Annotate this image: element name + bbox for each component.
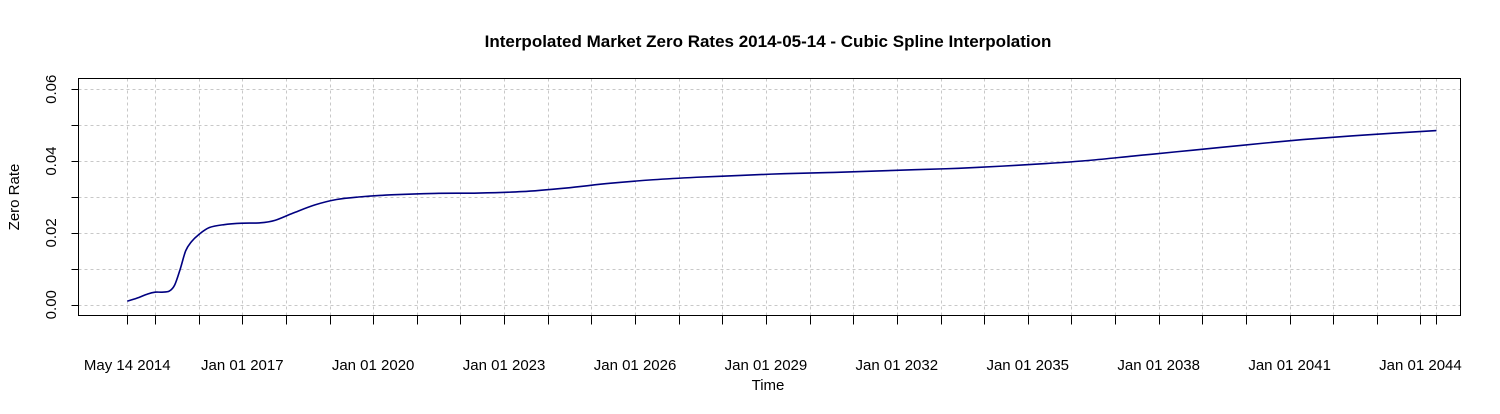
x-tick-label: Jan 01 2035 — [986, 357, 1069, 374]
y-axis: 0.00 0.02 0.04 0.06 — [43, 75, 79, 319]
y-tick-label: 0.06 — [43, 75, 60, 104]
x-tick-label: Jan 01 2020 — [332, 357, 415, 374]
x-tick-label: Jan 01 2026 — [594, 357, 677, 374]
chart-title: Interpolated Market Zero Rates 2014-05-1… — [485, 32, 1052, 51]
x-tick-label: Jan 01 2023 — [463, 357, 546, 374]
zero-rate-series-line — [127, 129, 1437, 302]
x-tick-label: Jan 01 2044 — [1379, 357, 1462, 374]
gridlines — [78, 78, 1461, 316]
y-tick-label: 0.00 — [43, 290, 60, 319]
series-layer — [127, 129, 1437, 302]
y-tick-label: 0.04 — [43, 146, 60, 175]
x-tick-label: Jan 01 2017 — [201, 357, 284, 374]
x-tick-label: Jan 01 2029 — [725, 357, 808, 374]
x-tick-label: Jan 01 2038 — [1117, 357, 1200, 374]
x-axis: May 14 2014 Jan 01 2017 Jan 01 2020 Jan 01 … — [84, 315, 1462, 374]
x-tick-label: Jan 01 2032 — [856, 357, 939, 374]
x-tick-label: Jan 01 2041 — [1248, 357, 1331, 374]
x-axis-label: Time — [752, 377, 785, 394]
x-tick-label: May 14 2014 — [84, 357, 171, 374]
y-axis-label: Zero Rate — [6, 164, 23, 231]
y-tick-label: 0.02 — [43, 218, 60, 247]
